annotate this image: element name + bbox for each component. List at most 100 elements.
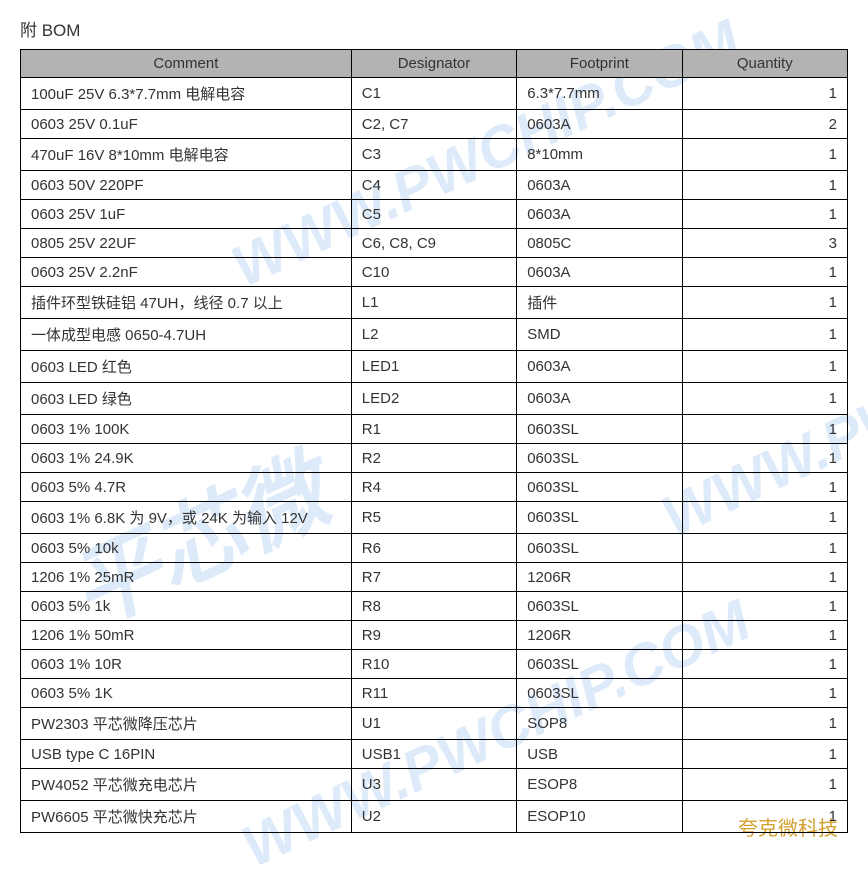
cell-footprint: 0603SL xyxy=(517,679,682,708)
cell-quantity: 1 xyxy=(682,200,847,229)
cell-designator: U1 xyxy=(351,708,516,740)
cell-quantity: 1 xyxy=(682,650,847,679)
cell-footprint: 0603A xyxy=(517,383,682,415)
table-row: PW6605 平芯微快充芯片U2ESOP101 xyxy=(21,801,848,833)
cell-footprint: 0603A xyxy=(517,200,682,229)
cell-comment: 0603 1% 6.8K 为 9V，或 24K 为输入 12V xyxy=(21,502,352,534)
cell-quantity: 1 xyxy=(682,383,847,415)
cell-quantity: 1 xyxy=(682,287,847,319)
cell-quantity: 1 xyxy=(682,258,847,287)
cell-quantity: 1 xyxy=(682,171,847,200)
cell-quantity: 3 xyxy=(682,229,847,258)
cell-designator: C10 xyxy=(351,258,516,287)
cell-designator: C3 xyxy=(351,139,516,171)
cell-footprint: 0603A xyxy=(517,351,682,383)
cell-footprint: 0603SL xyxy=(517,650,682,679)
table-row: 0805 25V 22UFC6, C8, C90805C3 xyxy=(21,229,848,258)
cell-footprint: 1206R xyxy=(517,563,682,592)
cell-comment: 0603 50V 220PF xyxy=(21,171,352,200)
cell-quantity: 1 xyxy=(682,769,847,801)
cell-footprint: 6.3*7.7mm xyxy=(517,78,682,110)
table-row: 0603 5% 4.7RR40603SL1 xyxy=(21,473,848,502)
table-row: 0603 1% 10RR100603SL1 xyxy=(21,650,848,679)
cell-quantity: 1 xyxy=(682,621,847,650)
col-header-comment: Comment xyxy=(21,50,352,78)
cell-footprint: SMD xyxy=(517,319,682,351)
cell-footprint: ESOP10 xyxy=(517,801,682,833)
table-row: 0603 25V 0.1uFC2, C70603A2 xyxy=(21,110,848,139)
cell-quantity: 1 xyxy=(682,473,847,502)
cell-comment: 470uF 16V 8*10mm 电解电容 xyxy=(21,139,352,171)
cell-designator: R1 xyxy=(351,415,516,444)
cell-footprint: 0603SL xyxy=(517,534,682,563)
cell-comment: 0603 25V 0.1uF xyxy=(21,110,352,139)
cell-footprint: 0603SL xyxy=(517,592,682,621)
cell-designator: L2 xyxy=(351,319,516,351)
cell-comment: 0603 1% 24.9K xyxy=(21,444,352,473)
table-row: PW4052 平芯微充电芯片U3ESOP81 xyxy=(21,769,848,801)
cell-footprint: ESOP8 xyxy=(517,769,682,801)
cell-comment: PW4052 平芯微充电芯片 xyxy=(21,769,352,801)
cell-footprint: SOP8 xyxy=(517,708,682,740)
cell-comment: PW2303 平芯微降压芯片 xyxy=(21,708,352,740)
table-row: 0603 25V 2.2nFC100603A1 xyxy=(21,258,848,287)
table-row: USB type C 16PINUSB1USB1 xyxy=(21,740,848,769)
table-row: 0603 5% 1KR110603SL1 xyxy=(21,679,848,708)
cell-designator: LED2 xyxy=(351,383,516,415)
cell-comment: 0805 25V 22UF xyxy=(21,229,352,258)
table-row: 1206 1% 25mRR71206R1 xyxy=(21,563,848,592)
cell-designator: C1 xyxy=(351,78,516,110)
cell-comment: 1206 1% 50mR xyxy=(21,621,352,650)
table-row: PW2303 平芯微降压芯片U1SOP81 xyxy=(21,708,848,740)
cell-footprint: 0603A xyxy=(517,110,682,139)
table-row: 0603 1% 6.8K 为 9V，或 24K 为输入 12VR50603SL1 xyxy=(21,502,848,534)
cell-quantity: 1 xyxy=(682,139,847,171)
cell-quantity: 2 xyxy=(682,110,847,139)
cell-designator: R6 xyxy=(351,534,516,563)
cell-footprint: 0603A xyxy=(517,171,682,200)
cell-designator: C5 xyxy=(351,200,516,229)
cell-footprint: 1206R xyxy=(517,621,682,650)
cell-designator: R2 xyxy=(351,444,516,473)
bom-table: Comment Designator Footprint Quantity 10… xyxy=(20,49,848,833)
cell-footprint: 0603SL xyxy=(517,444,682,473)
cell-footprint: 0603SL xyxy=(517,473,682,502)
cell-quantity: 1 xyxy=(682,592,847,621)
page-title: 附 BOM xyxy=(20,16,848,41)
table-row: 100uF 25V 6.3*7.7mm 电解电容C16.3*7.7mm1 xyxy=(21,78,848,110)
cell-quantity: 1 xyxy=(682,502,847,534)
cell-designator: U3 xyxy=(351,769,516,801)
cell-designator: C4 xyxy=(351,171,516,200)
cell-footprint: 0603SL xyxy=(517,415,682,444)
cell-quantity: 1 xyxy=(682,801,847,833)
cell-comment: 0603 LED 绿色 xyxy=(21,383,352,415)
cell-designator: C6, C8, C9 xyxy=(351,229,516,258)
cell-designator: R7 xyxy=(351,563,516,592)
cell-comment: PW6605 平芯微快充芯片 xyxy=(21,801,352,833)
cell-comment: 0603 1% 10R xyxy=(21,650,352,679)
cell-comment: 0603 5% 1K xyxy=(21,679,352,708)
cell-comment: 0603 1% 100K xyxy=(21,415,352,444)
table-row: 470uF 16V 8*10mm 电解电容C3 8*10mm1 xyxy=(21,139,848,171)
table-row: 一体成型电感 0650-4.7UHL2SMD1 xyxy=(21,319,848,351)
cell-quantity: 1 xyxy=(682,534,847,563)
cell-designator: R4 xyxy=(351,473,516,502)
table-row: 插件环型铁硅铝 47UH，线径 0.7 以上L1插件1 xyxy=(21,287,848,319)
cell-quantity: 1 xyxy=(682,78,847,110)
cell-comment: 0603 5% 10k xyxy=(21,534,352,563)
cell-footprint: 0805C xyxy=(517,229,682,258)
cell-designator: USB1 xyxy=(351,740,516,769)
cell-quantity: 1 xyxy=(682,740,847,769)
cell-designator: U2 xyxy=(351,801,516,833)
table-row: 0603 1% 100KR10603SL1 xyxy=(21,415,848,444)
cell-designator: C2, C7 xyxy=(351,110,516,139)
cell-quantity: 1 xyxy=(682,563,847,592)
cell-comment: 0603 5% 1k xyxy=(21,592,352,621)
table-row: 1206 1% 50mRR91206R1 xyxy=(21,621,848,650)
cell-footprint: 8*10mm xyxy=(517,139,682,171)
table-header-row: Comment Designator Footprint Quantity xyxy=(21,50,848,78)
cell-quantity: 1 xyxy=(682,444,847,473)
table-row: 0603 LED 绿色LED20603A1 xyxy=(21,383,848,415)
table-row: 0603 1% 24.9KR20603SL1 xyxy=(21,444,848,473)
col-header-designator: Designator xyxy=(351,50,516,78)
